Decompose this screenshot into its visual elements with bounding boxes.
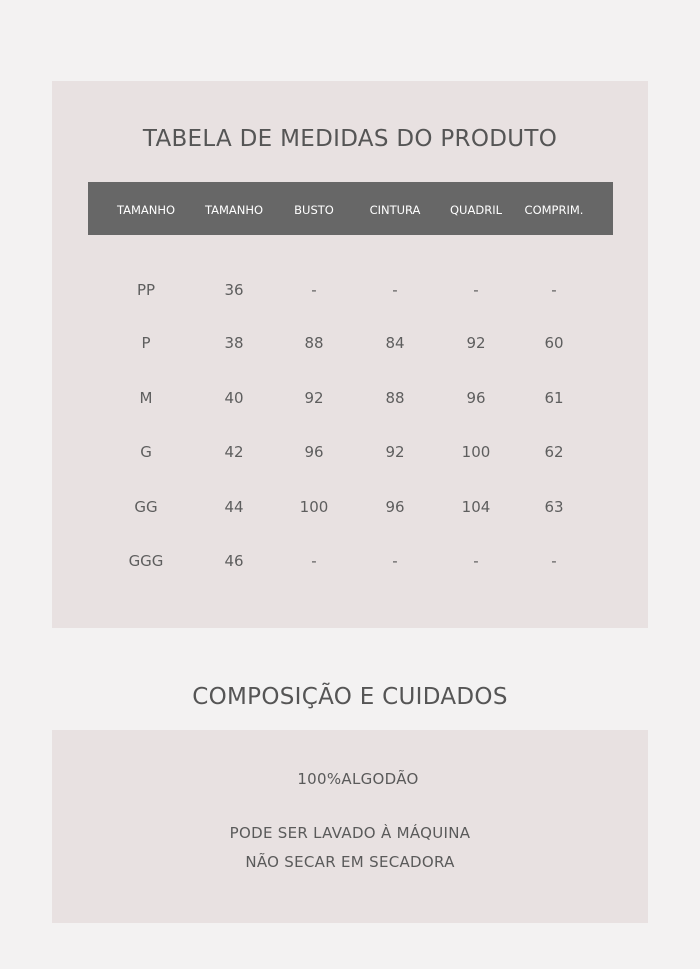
header-bar	[88, 182, 613, 235]
table-cell: -	[551, 281, 557, 299]
table-cell: GGG	[128, 552, 164, 570]
table-cell: 63	[544, 498, 564, 516]
header-cell: CINTURA	[369, 203, 421, 217]
table-cell: G	[140, 443, 152, 461]
header-cell: QUADRIL	[450, 203, 502, 217]
header-cell: BUSTO	[294, 203, 334, 217]
table-cell: 36	[224, 281, 244, 299]
table-cell: 92	[304, 389, 324, 407]
table-cell: 96	[466, 389, 486, 407]
table-cell: -	[473, 281, 479, 299]
table-cell: 88	[385, 389, 405, 407]
care-instruction: PODE SER LAVADO À MÁQUINA	[229, 824, 471, 842]
table-cell: 84	[385, 334, 405, 352]
table-cell: 62	[544, 443, 564, 461]
table-cell: PP	[136, 281, 156, 299]
header-cell: COMPRIM.	[524, 203, 584, 217]
header-cell: TAMANHO	[204, 203, 264, 217]
table-cell: -	[551, 552, 557, 570]
table-cell: -	[311, 552, 317, 570]
table-cell: -	[311, 281, 317, 299]
table-cell: 42	[224, 443, 244, 461]
table-cell: GG	[134, 498, 158, 516]
table-cell: 104	[461, 498, 491, 516]
composition: 100%ALGODÃO	[297, 770, 419, 788]
table-cell: P	[141, 334, 151, 352]
table-cell: -	[473, 552, 479, 570]
table-cell: 100	[299, 498, 329, 516]
table-cell: 44	[224, 498, 244, 516]
table-cell: -	[392, 281, 398, 299]
table-cell: 38	[224, 334, 244, 352]
table-cell: 40	[224, 389, 244, 407]
table-cell: 61	[544, 389, 564, 407]
size-table-panel	[52, 81, 648, 628]
table-cell: 96	[304, 443, 324, 461]
care-instruction: NÃO SECAR EM SECADORA	[245, 853, 455, 871]
table-cell: 92	[466, 334, 486, 352]
table-cell: -	[392, 552, 398, 570]
table-cell: 46	[224, 552, 244, 570]
table-cell: 92	[385, 443, 405, 461]
table-cell: M	[139, 389, 153, 407]
table-cell: 88	[304, 334, 324, 352]
header-cell: TAMANHO	[116, 203, 176, 217]
table-cell: 100	[461, 443, 491, 461]
care-panel	[52, 730, 648, 923]
table-cell: 60	[544, 334, 564, 352]
table-cell: 96	[385, 498, 405, 516]
care-title: COMPOSIÇÃO E CUIDADOS	[192, 684, 508, 710]
table-title: TABELA DE MEDIDAS DO PRODUTO	[142, 126, 558, 152]
